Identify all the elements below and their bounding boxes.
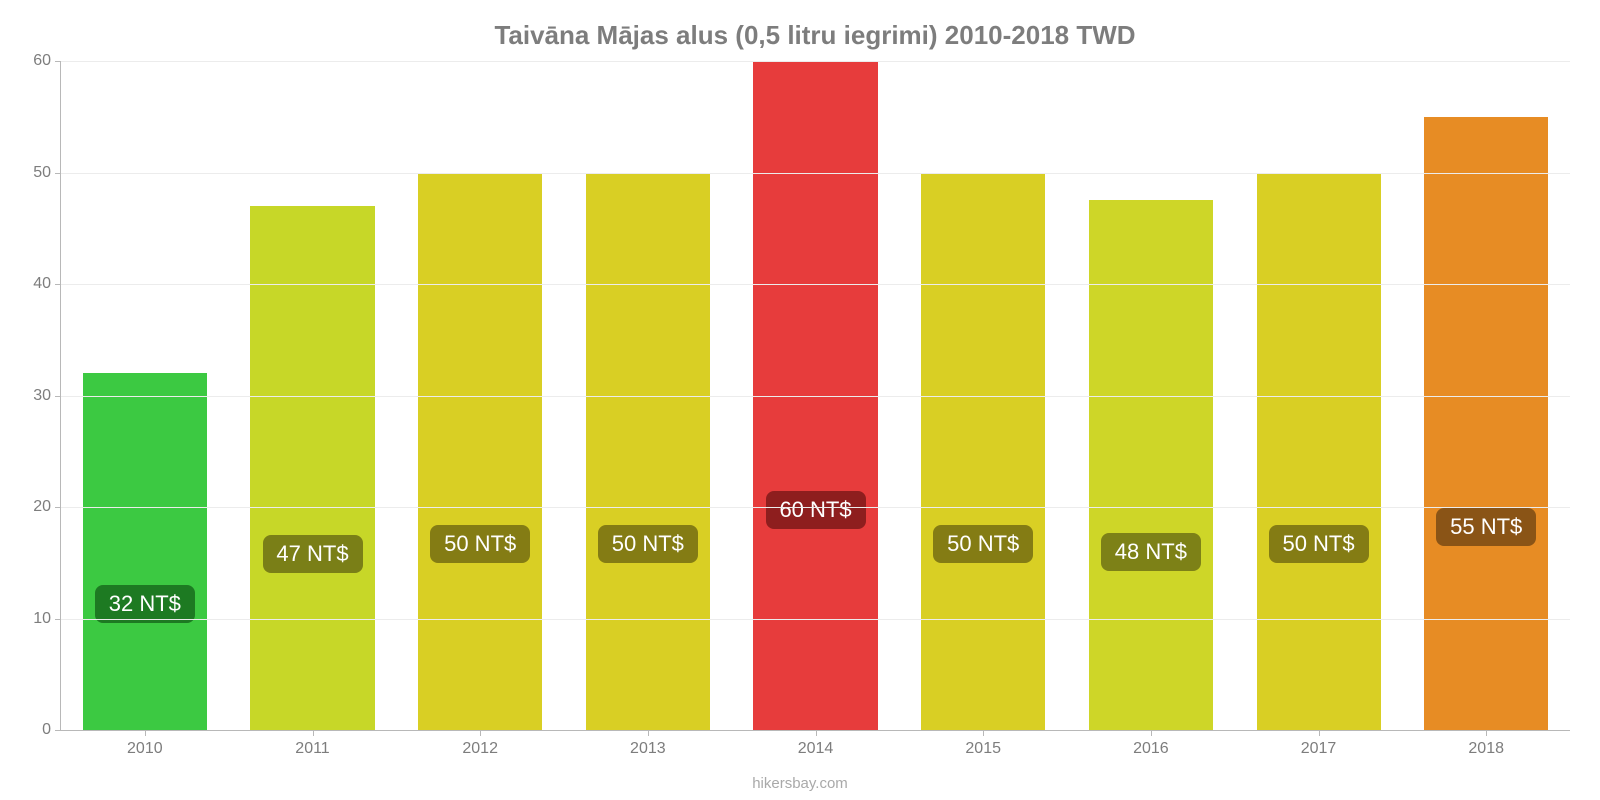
bar-value-label: 32 NT$ <box>95 585 195 623</box>
chart-container: Taivāna Mājas alus (0,5 litru iegrimi) 2… <box>0 0 1600 800</box>
y-tick-label: 50 <box>33 164 61 182</box>
plot-area: 32 NT$201047 NT$201150 NT$201250 NT$2013… <box>60 61 1570 731</box>
bar: 50 NT$ <box>418 173 542 731</box>
grid-line <box>61 173 1570 174</box>
x-tick-label: 2012 <box>462 730 498 758</box>
bar: 55 NT$ <box>1424 117 1548 730</box>
x-tick-label: 2010 <box>127 730 163 758</box>
y-tick-label: 10 <box>33 610 61 628</box>
x-tick-label: 2011 <box>295 730 329 758</box>
bar: 32 NT$ <box>83 373 207 730</box>
x-tick-label: 2018 <box>1468 730 1504 758</box>
grid-line <box>61 507 1570 508</box>
bar: 50 NT$ <box>921 173 1045 731</box>
bar-value-label: 48 NT$ <box>1101 533 1201 571</box>
x-tick-label: 2014 <box>798 730 834 758</box>
bar-value-label: 55 NT$ <box>1436 508 1536 546</box>
grid-line <box>61 619 1570 620</box>
y-tick-label: 0 <box>42 721 61 739</box>
bar: 48 NT$ <box>1089 200 1213 730</box>
y-tick-label: 40 <box>33 275 61 293</box>
bar-value-label: 50 NT$ <box>933 525 1033 563</box>
chart-title: Taivāna Mājas alus (0,5 litru iegrimi) 2… <box>60 20 1570 51</box>
x-tick-label: 2016 <box>1133 730 1169 758</box>
grid-line <box>61 396 1570 397</box>
x-tick-label: 2015 <box>965 730 1001 758</box>
grid-line <box>61 61 1570 62</box>
x-tick-label: 2017 <box>1301 730 1337 758</box>
y-tick-label: 30 <box>33 387 61 405</box>
attribution-text: hikersbay.com <box>752 775 848 792</box>
bar: 50 NT$ <box>586 173 710 731</box>
grid-line <box>61 284 1570 285</box>
bar-value-label: 60 NT$ <box>766 491 866 529</box>
bar: 50 NT$ <box>1257 173 1381 731</box>
x-tick-label: 2013 <box>630 730 666 758</box>
y-tick-label: 20 <box>33 498 61 516</box>
y-tick-label: 60 <box>33 52 61 70</box>
bar-value-label: 47 NT$ <box>263 535 363 573</box>
bar-value-label: 50 NT$ <box>598 525 698 563</box>
bar-value-label: 50 NT$ <box>1269 525 1369 563</box>
bar-value-label: 50 NT$ <box>430 525 530 563</box>
